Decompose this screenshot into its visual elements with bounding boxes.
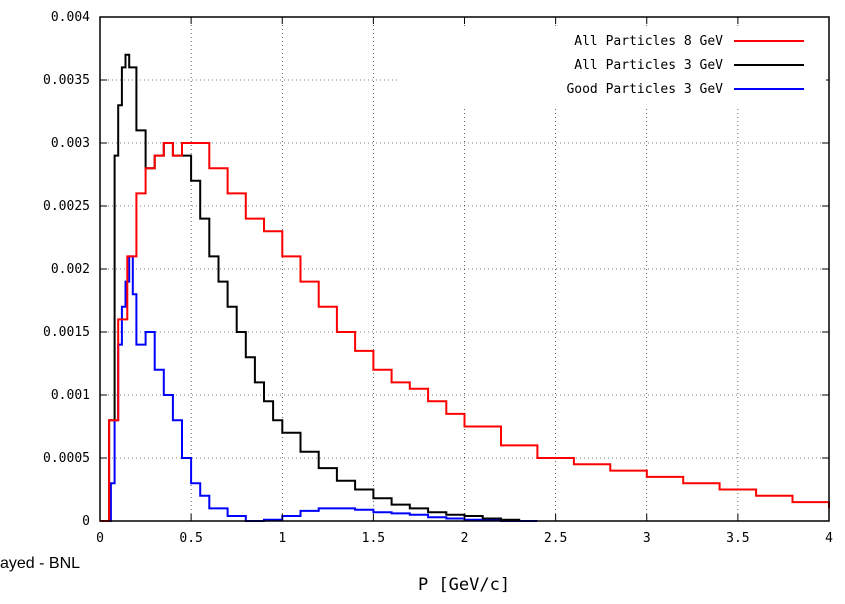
y-tick-label: 0.0035 <box>43 73 90 88</box>
tick-group: 0 0.5 1 1.5 2 2.5 3 3.5 4 0 0.0005 0.001 0.0015 0.002… <box>43 10 833 546</box>
legend-label: All Particles 8 GeV <box>574 34 723 49</box>
y-tick-label: 0.0005 <box>43 451 90 466</box>
series-line-all-particles-3-gev <box>100 53 521 522</box>
x-tick-label: 4 <box>825 531 833 546</box>
y-tick-label: 0.002 <box>51 262 90 277</box>
x-tick-label: 3.5 <box>726 531 749 546</box>
legend-label: Good Particles 3 GeV <box>566 82 723 97</box>
y-tick-label: 0.0015 <box>43 325 90 340</box>
y-tick-label: 0.004 <box>51 10 90 25</box>
x-axis-label: P [GeV/c] <box>418 575 510 595</box>
x-tick-label: 3 <box>643 531 651 546</box>
x-tick-label: 1 <box>278 531 286 546</box>
legend: All Particles 8 GeV All Particles 3 GeV Go… <box>400 26 826 108</box>
legend-background <box>400 26 826 108</box>
y-tick-label: 0.0025 <box>43 199 90 214</box>
x-tick-label: 0.5 <box>179 531 202 546</box>
series-line-all-particles-8-gev <box>100 142 830 522</box>
series-group <box>100 53 830 522</box>
legend-label: All Particles 3 GeV <box>574 58 723 73</box>
y-tick-label: 0.003 <box>51 136 90 151</box>
x-tick-label: 2 <box>461 531 469 546</box>
x-tick-label: 1.5 <box>362 531 385 546</box>
y-tick-label: 0 <box>82 514 90 529</box>
x-tick-label: 0 <box>96 531 104 546</box>
watermark-text: ayed - BNL <box>0 555 80 572</box>
y-tick-label: 0.001 <box>51 388 90 403</box>
x-tick-label: 2.5 <box>544 531 567 546</box>
